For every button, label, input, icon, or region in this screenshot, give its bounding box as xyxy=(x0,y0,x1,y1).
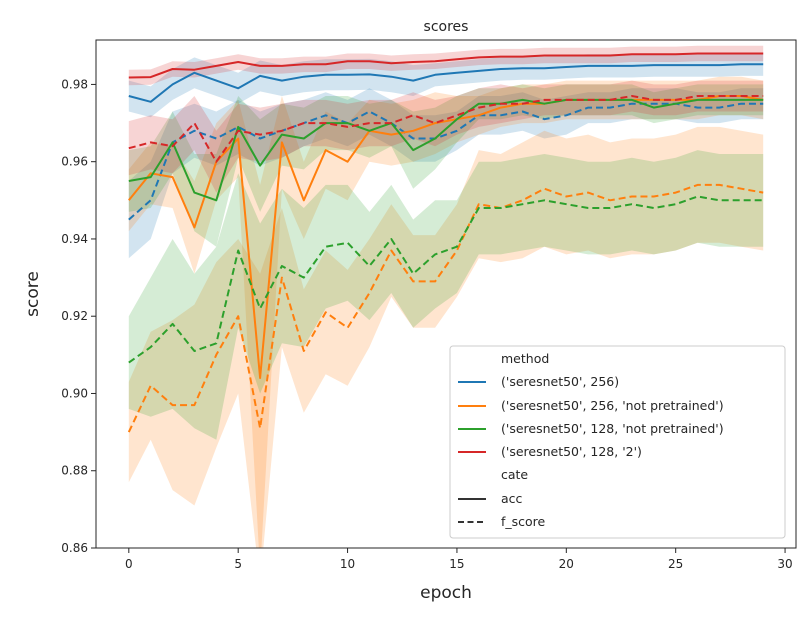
line-0-f_score xyxy=(128,102,764,221)
x-tick-label: 25 xyxy=(668,557,683,571)
line-2-f_score xyxy=(128,195,764,364)
x-tick-label: 10 xyxy=(340,557,355,571)
y-tick-label: 0.88 xyxy=(61,464,88,478)
y-tick-label: 0.94 xyxy=(61,232,88,246)
line-2-acc xyxy=(128,98,764,202)
band-2-f_score xyxy=(128,150,764,440)
y-axis-ticks: 0.86 0.88 0.90 0.92 0.94 0.96 0.98 xyxy=(61,77,96,555)
x-axis-label: epoch xyxy=(420,583,472,603)
legend: method ('seresnet50', 256) ('seresnet50'… xyxy=(449,345,786,539)
x-axis-ticks: 0 5 10 15 20 25 30 xyxy=(125,548,793,571)
band-0-f_score xyxy=(128,88,764,259)
x-tick-label: 15 xyxy=(449,557,464,571)
y-tick-label: 0.92 xyxy=(61,309,88,323)
y-axis-label: score xyxy=(23,271,43,317)
legend-item-method-3: ('seresnet50', 128, '2') xyxy=(501,444,642,459)
y-tick-label: 0.96 xyxy=(61,155,88,169)
x-tick-label: 5 xyxy=(234,557,242,571)
legend-item-method-2: ('seresnet50', 128, 'not pretrained') xyxy=(501,421,724,436)
legend-item-method-0: ('seresnet50', 256) xyxy=(501,374,619,389)
line-3-acc xyxy=(128,52,764,79)
line-0-acc xyxy=(128,63,764,103)
confidence-bands xyxy=(128,45,764,548)
series-lines xyxy=(127,52,764,433)
line-3-f_score xyxy=(128,95,764,163)
chart-title: scores xyxy=(424,19,469,35)
y-tick-label: 0.98 xyxy=(61,77,88,91)
legend-style-title: cate xyxy=(501,467,528,482)
legend-item-style-1: f_score xyxy=(501,514,546,529)
line-1-f_score xyxy=(127,183,764,433)
band-2-acc xyxy=(128,84,764,247)
x-tick-label: 20 xyxy=(559,557,574,571)
plot-frame xyxy=(95,39,797,549)
band-1-acc xyxy=(128,76,764,548)
band-0-acc xyxy=(128,52,764,118)
legend-box xyxy=(449,345,786,539)
x-tick-label: 0 xyxy=(125,557,133,571)
y-tick-label: 0.86 xyxy=(61,541,88,555)
legend-hue-title: method xyxy=(501,351,549,366)
x-tick-label: 30 xyxy=(777,557,792,571)
legend-item-method-1: ('seresnet50', 256, 'not pretrained') xyxy=(501,398,724,413)
y-tick-label: 0.90 xyxy=(61,386,88,400)
band-3-f_score xyxy=(128,80,764,193)
legend-item-style-0: acc xyxy=(501,491,523,506)
band-1-f_score xyxy=(128,126,764,548)
